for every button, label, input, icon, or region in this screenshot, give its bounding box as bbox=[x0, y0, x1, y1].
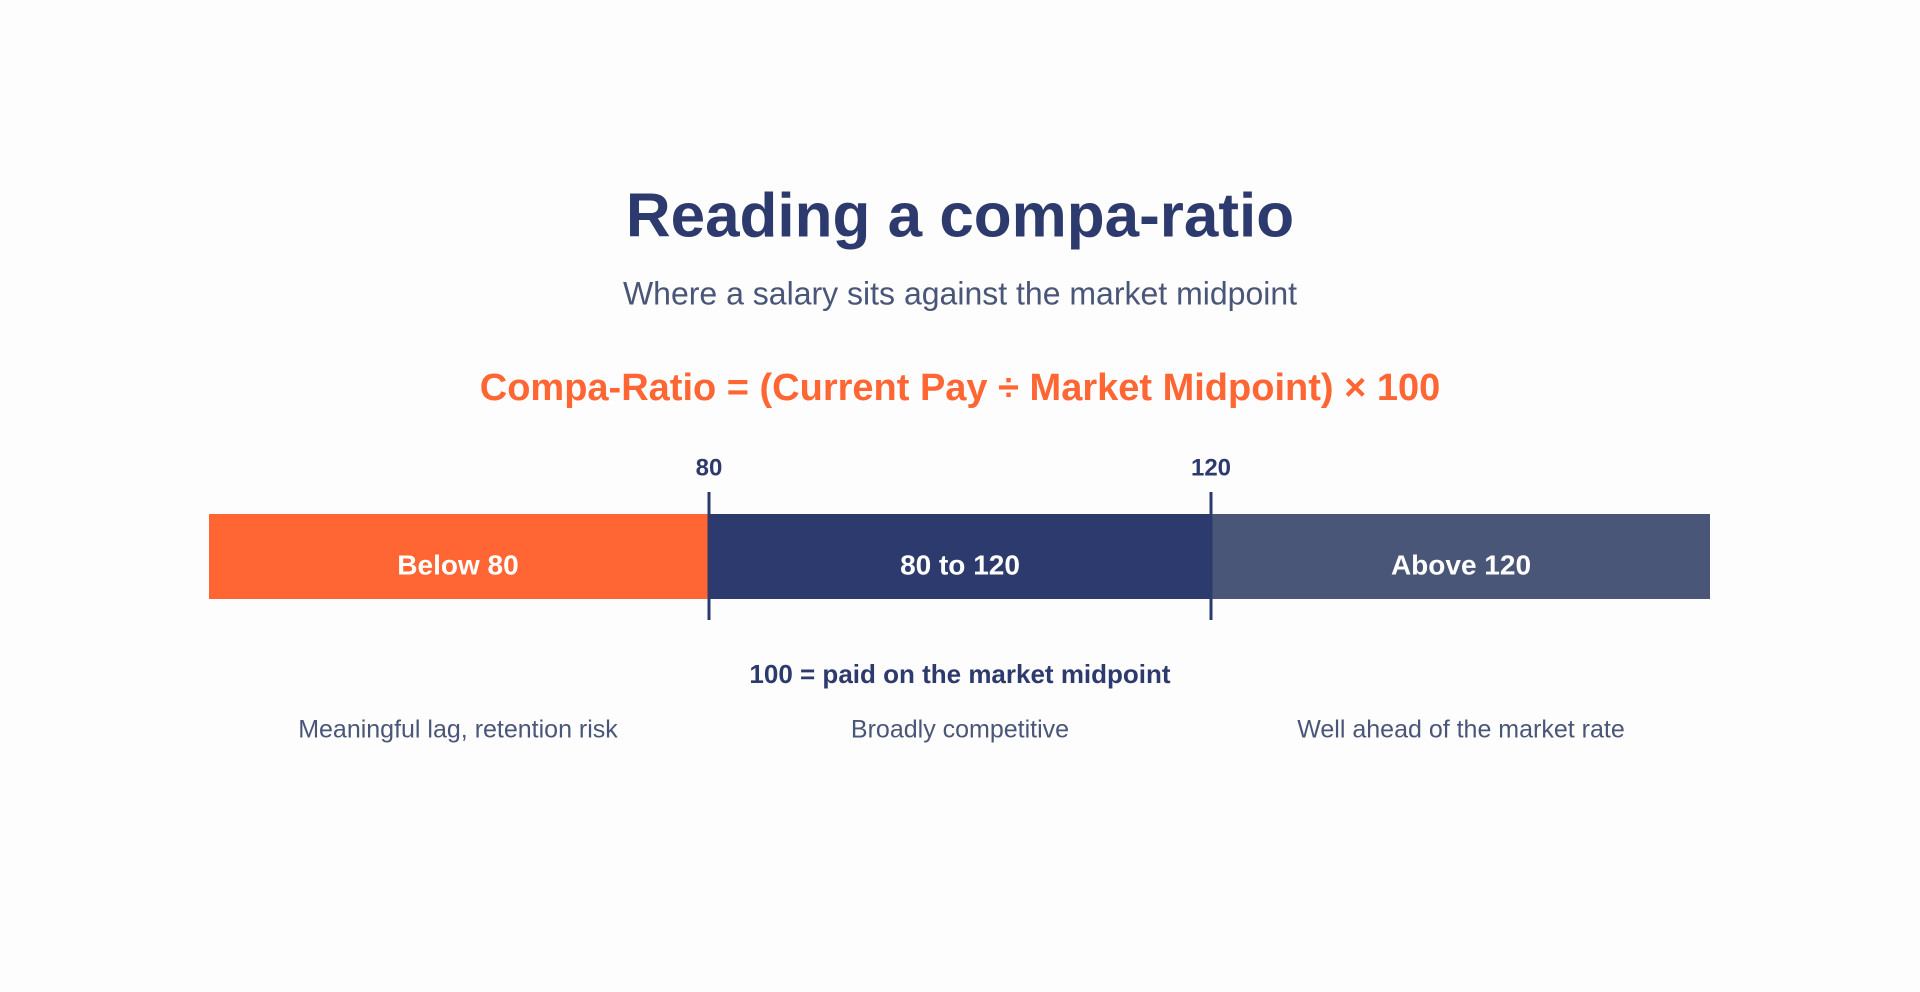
segment-description: Meaningful lag, retention risk bbox=[298, 716, 618, 744]
segment-description: Well ahead of the market rate bbox=[1297, 716, 1625, 744]
segment-description: Broadly competitive bbox=[851, 716, 1069, 744]
segment-label: Above 120 bbox=[1391, 549, 1531, 580]
title: Reading a compa-ratio bbox=[626, 181, 1294, 250]
tick-label: 80 bbox=[696, 454, 723, 481]
tick-label: 120 bbox=[1191, 454, 1231, 481]
segment-middle bbox=[708, 514, 1211, 599]
segment-label: 80 to 120 bbox=[900, 549, 1020, 580]
segment-below bbox=[209, 514, 708, 599]
formula: Compa-Ratio = (Current Pay ÷ Market Midp… bbox=[480, 367, 1440, 409]
segment-above bbox=[1211, 514, 1710, 599]
note: 100 = paid on the market midpoint bbox=[749, 659, 1170, 689]
subtitle: Where a salary sits against the market m… bbox=[623, 275, 1297, 311]
segment-label: Below 80 bbox=[397, 549, 518, 580]
